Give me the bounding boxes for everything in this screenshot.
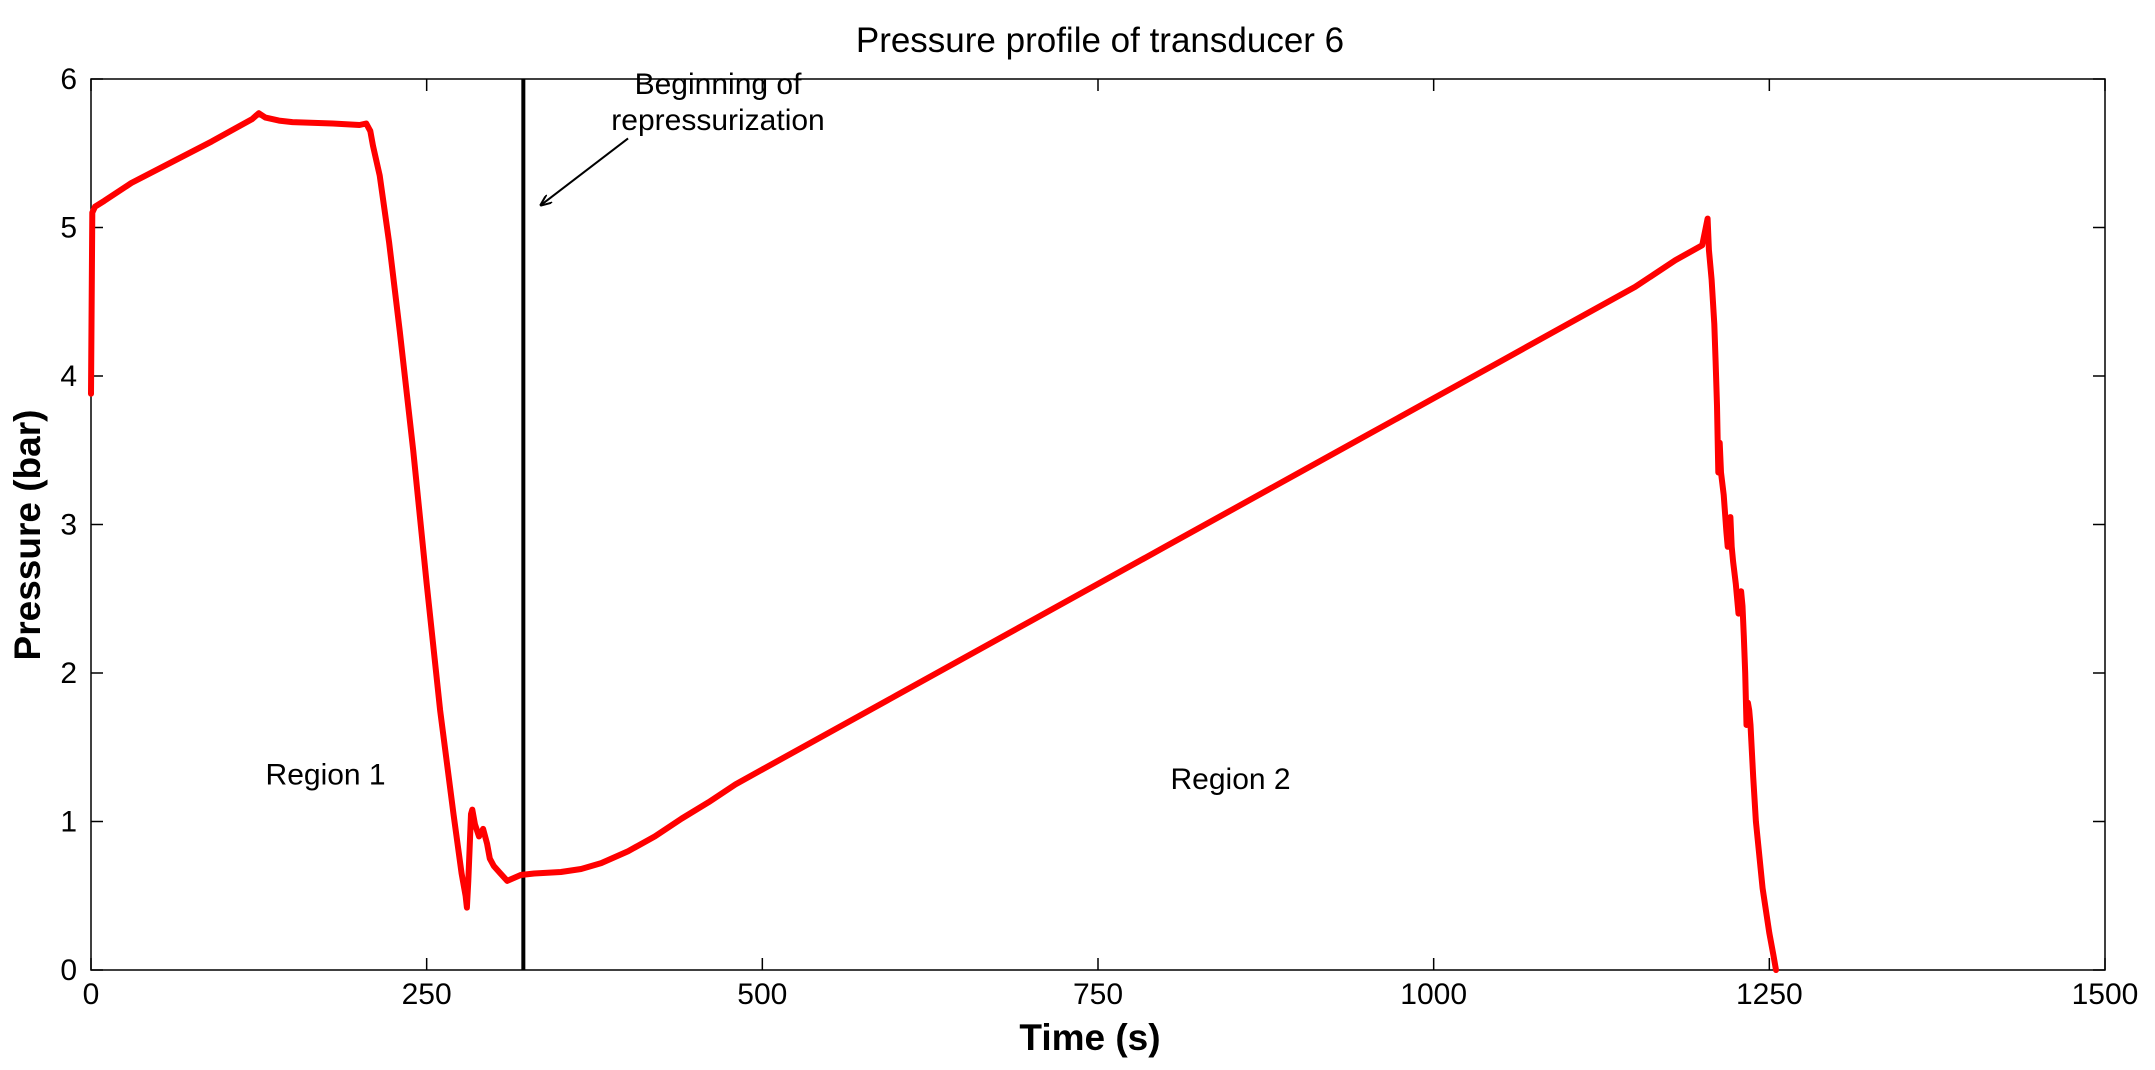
data-series-line (88, 110, 1779, 973)
y-tick-label: 0 (60, 954, 77, 987)
y-axis-label: Pressure (bar) (7, 410, 48, 661)
y-tick-label: 4 (60, 360, 77, 393)
y-tick-label: 6 (60, 63, 77, 96)
x-tick-label: 1500 (2072, 978, 2139, 1011)
annotation-repressurization: Beginning of repressurization (611, 68, 824, 137)
y-tick-label: 2 (60, 657, 77, 690)
x-tick-label: 750 (1073, 978, 1123, 1011)
x-axis-label: Time (s) (1019, 1017, 1160, 1058)
y-tick-label: 3 (60, 509, 77, 542)
y-tick-label: 5 (60, 212, 77, 245)
region-label: Region 1 (266, 758, 386, 791)
x-tick-label: 0 (83, 978, 100, 1011)
x-tick-label: 500 (737, 978, 787, 1011)
annotation-arrow (541, 137, 629, 205)
y-tick-label: 1 (60, 806, 77, 839)
chart-title: Pressure profile of transducer 6 (856, 21, 1344, 60)
x-tick-label: 1250 (1736, 978, 1803, 1011)
x-tick-label: 250 (402, 978, 452, 1011)
x-tick-label: 1000 (1400, 978, 1467, 1011)
plot-area-frame (90, 78, 2106, 971)
region-label: Region 2 (1171, 763, 1291, 796)
